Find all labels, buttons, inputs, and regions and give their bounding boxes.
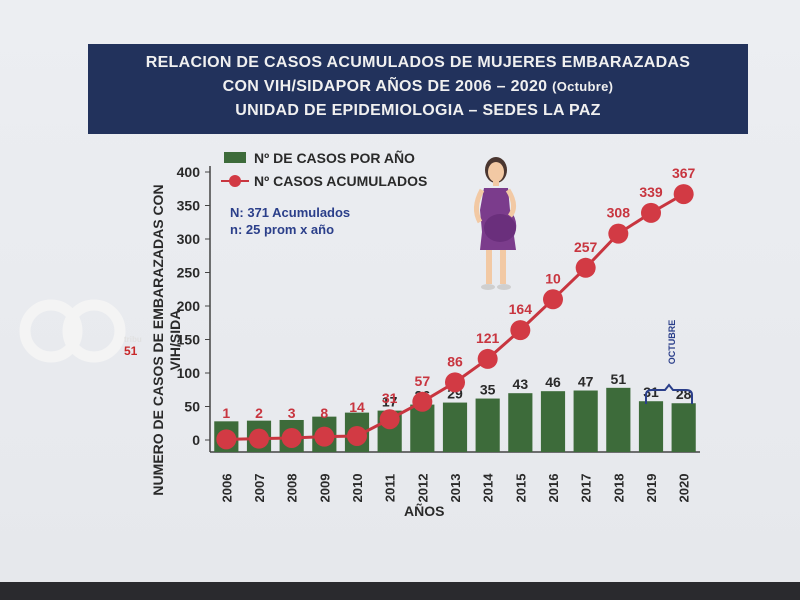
bar-value-label: 46 — [545, 374, 561, 390]
cumulative-marker — [347, 425, 367, 446]
y-tick-label: 400 — [177, 164, 201, 180]
y-tick-label: 350 — [177, 198, 201, 214]
cumulative-value-label: 308 — [607, 205, 631, 221]
cumulative-value-label: 10 — [545, 270, 561, 286]
screen-bottom-edge — [0, 582, 800, 600]
bar-value-label: 47 — [578, 374, 594, 390]
bar-value-label: 43 — [513, 376, 529, 392]
y-tick-label: 200 — [177, 298, 201, 314]
bar — [573, 390, 598, 452]
cumulative-marker — [379, 409, 400, 430]
bar — [442, 402, 468, 452]
cumulative-marker — [608, 223, 629, 244]
x-tick-label: 2008 — [285, 474, 300, 503]
bar-value-label: 51 — [611, 371, 627, 387]
cumulative-marker — [216, 429, 237, 450]
legend-bar-swatch — [224, 152, 246, 163]
title-line-2-main: CON VIH/SIDAPOR AÑOS DE 2006 – 2020 — [222, 78, 548, 95]
y-tick-label: 0 — [192, 432, 200, 448]
x-tick-label: 2013 — [448, 474, 463, 503]
y-tick-label: 50 — [184, 399, 200, 415]
cumulative-marker — [575, 257, 596, 278]
cumulative-marker — [543, 289, 563, 310]
cumulative-value-label: 3 — [288, 405, 296, 421]
cumulative-value-label: 257 — [574, 239, 598, 255]
watermark-big-text: 51 — [124, 344, 138, 358]
x-tick-label: 2019 — [644, 474, 659, 503]
cumulative-marker — [477, 348, 498, 369]
cumulative-value-label: 339 — [639, 184, 663, 200]
cumulative-value-label: 86 — [447, 353, 463, 369]
cumulative-marker — [281, 427, 302, 448]
x-tick-label: 2007 — [252, 474, 267, 503]
y-tick-label: 100 — [177, 365, 201, 381]
title-line-2-small: (Octubre) — [552, 79, 614, 94]
x-tick-label: 2018 — [611, 474, 626, 503]
bar — [606, 387, 631, 452]
watermark-small-text: tribu — [124, 335, 142, 344]
title-line-1: RELACION DE CASOS ACUMULADOS DE MUJERES … — [145, 54, 691, 71]
x-tick-label: 2006 — [219, 474, 234, 503]
cumulative-marker — [673, 184, 694, 205]
x-tick-label: 2017 — [579, 474, 594, 503]
cumulative-marker — [412, 391, 433, 412]
chart-title: RELACION DE CASOS ACUMULADOS DE MUJERES … — [88, 44, 748, 134]
legend-bar-label: Nº DE CASOS POR AÑO — [254, 150, 415, 166]
cumulative-value-label: 8 — [320, 405, 328, 421]
bar-value-label: 35 — [480, 382, 496, 398]
title-line-3: UNIDAD DE EPIDEMIOLOGIA – SEDES LA PAZ — [235, 102, 601, 119]
cumulative-marker — [249, 428, 269, 449]
cumulative-value-label: 367 — [672, 165, 696, 181]
title-line-2: CON VIH/SIDAPOR AÑOS DE 2006 – 2020 (Oct… — [88, 75, 748, 99]
bar — [638, 401, 664, 452]
bar — [475, 398, 500, 452]
x-axis-title: AÑOS — [404, 503, 445, 519]
x-tick-label: 2010 — [350, 474, 365, 503]
bar — [410, 404, 435, 452]
bar — [540, 391, 566, 452]
watermark-logo — [19, 299, 126, 363]
bar — [508, 393, 533, 452]
bar-value-label: 31 — [643, 384, 659, 400]
x-tick-label: 2015 — [513, 474, 528, 503]
annotation-average: n: 25 prom x año — [230, 222, 335, 237]
cumulative-value-label: 164 — [509, 301, 533, 317]
x-tick-label: 2020 — [677, 474, 692, 503]
cumulative-value-label: 31 — [382, 390, 398, 406]
y-tick-label: 250 — [177, 265, 201, 281]
bar-value-label: 17 — [382, 394, 398, 410]
cumulative-marker — [445, 372, 465, 393]
cumulative-value-label: 2 — [255, 405, 263, 421]
cumulative-value-label: 121 — [476, 330, 500, 346]
cumulative-value-label: 1 — [222, 405, 230, 421]
y-tick-label: 300 — [177, 231, 201, 247]
pregnant-woman-illustration — [474, 157, 517, 290]
x-tick-label: 2014 — [481, 473, 496, 503]
cumulative-value-label: 57 — [415, 373, 431, 389]
x-tick-label: 2009 — [317, 474, 332, 503]
cumulative-marker — [510, 320, 531, 341]
annotation-total: N: 371 Acumulados — [230, 205, 351, 220]
x-tick-label: 2012 — [415, 474, 430, 503]
x-tick-label: 2016 — [546, 474, 561, 503]
cumulative-marker — [641, 202, 661, 223]
cumulative-marker — [314, 426, 335, 447]
x-tick-label: 2011 — [383, 474, 398, 502]
legend-line-label: Nº CASOS ACUMULADOS — [254, 173, 428, 189]
bar — [671, 403, 696, 452]
cumulative-value-label: 14 — [349, 399, 365, 415]
y-tick-label: 150 — [177, 332, 201, 348]
